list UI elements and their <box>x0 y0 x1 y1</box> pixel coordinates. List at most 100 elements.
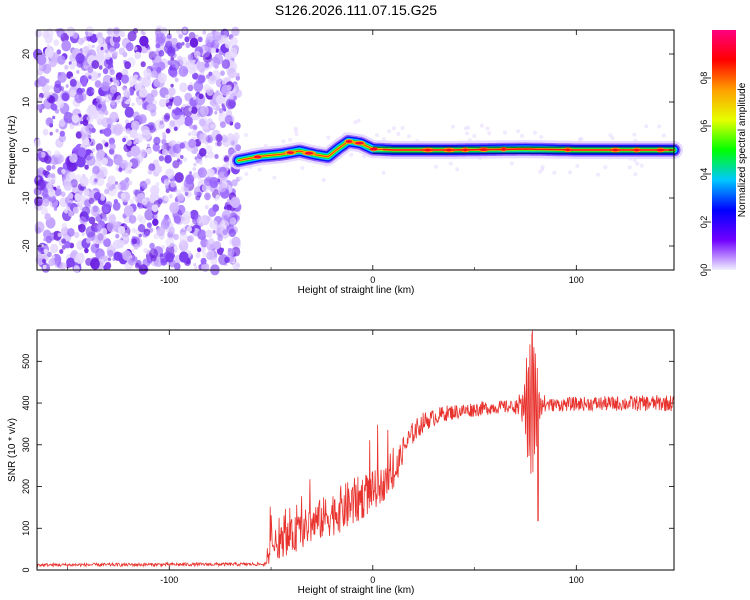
spectrogram-xlabel: Height of straight line (km) <box>298 285 415 296</box>
noise-blob <box>51 255 56 259</box>
noise-blob <box>487 131 492 136</box>
noise-blob <box>152 218 159 226</box>
noise-blob <box>79 117 84 122</box>
noise-blob <box>516 129 521 134</box>
noise-blob <box>533 130 537 135</box>
noise-blob <box>53 206 58 211</box>
noise-blob <box>140 149 147 157</box>
noise-blob <box>132 27 139 34</box>
noise-blob <box>177 193 185 202</box>
noise-blob <box>88 75 92 80</box>
noise-blob <box>595 172 600 177</box>
noise-blob <box>36 54 47 66</box>
noise-blob <box>104 94 112 103</box>
noise-blob <box>178 65 189 77</box>
noise-blob <box>206 87 214 96</box>
noise-blob <box>199 118 206 127</box>
noise-blob <box>227 133 234 140</box>
noise-blob <box>168 226 175 235</box>
noise-blob <box>133 243 139 250</box>
noise-blob <box>187 235 194 243</box>
noise-blob <box>106 27 113 35</box>
noise-blob <box>231 236 241 248</box>
noise-blob <box>219 121 226 128</box>
noise-blob <box>60 191 66 197</box>
noise-blob <box>129 129 138 139</box>
noise-blob <box>138 264 148 275</box>
noise-blob <box>101 157 108 166</box>
noise-blob <box>113 27 120 35</box>
noise-blob <box>244 133 248 137</box>
noise-blob <box>153 233 159 240</box>
noise-blob <box>68 210 74 217</box>
noise-blob <box>196 217 205 226</box>
noise-blob <box>40 247 44 251</box>
noise-blob <box>84 164 89 170</box>
noise-blob <box>214 31 219 36</box>
noise-blob <box>215 228 224 238</box>
noise-blob <box>235 144 242 152</box>
snr-ytick-label: 100 <box>21 521 31 536</box>
noise-blob <box>391 126 396 131</box>
noise-blob <box>212 230 216 234</box>
noise-blob <box>158 155 165 162</box>
noise-blob <box>84 31 89 36</box>
noise-blob <box>213 241 221 250</box>
noise-blob <box>89 33 98 44</box>
noise-blob <box>161 144 167 151</box>
colorbar-tick-label: 0.0 <box>699 264 709 277</box>
noise-blob <box>170 83 174 88</box>
noise-blob <box>154 119 164 130</box>
noise-blob <box>222 229 228 236</box>
noise-blob <box>94 178 98 183</box>
noise-blob <box>113 199 119 204</box>
noise-blob <box>603 165 608 170</box>
noise-blob <box>81 134 87 140</box>
noise-blob <box>169 202 180 214</box>
noise-blob <box>173 95 183 107</box>
colorbar-tick-label: 0.4 <box>699 168 709 181</box>
spectrogram-ytick-label: -20 <box>21 239 31 252</box>
noise-blob <box>91 60 100 69</box>
noise-blob <box>86 44 92 51</box>
snr-ylabel: SNR (10 * v/v) <box>7 418 18 482</box>
snr-ytick-label: 0 <box>21 567 31 572</box>
noise-blob <box>86 88 94 97</box>
noise-blob <box>231 26 240 37</box>
noise-blob <box>509 161 514 166</box>
noise-blob <box>633 172 638 177</box>
noise-blob <box>455 167 460 172</box>
noise-blob <box>192 171 199 179</box>
noise-blob <box>153 79 160 88</box>
noise-blob <box>187 62 198 75</box>
noise-blob <box>199 105 209 117</box>
noise-blob <box>157 198 163 205</box>
noise-blob <box>100 195 106 201</box>
noise-blob <box>103 238 111 248</box>
noise-blob <box>82 119 89 126</box>
noise-blob <box>235 75 241 81</box>
noise-blob <box>205 89 209 93</box>
noise-blob <box>186 226 192 233</box>
noise-blob <box>208 207 217 217</box>
noise-blob <box>80 76 88 85</box>
noise-blob <box>98 256 106 265</box>
noise-blob <box>216 94 225 105</box>
noise-blob <box>232 261 240 271</box>
noise-blob <box>103 265 108 270</box>
noise-blob <box>173 215 182 224</box>
noise-blob <box>87 66 94 74</box>
noise-blob <box>76 70 80 74</box>
noise-blob <box>202 30 207 35</box>
noise-blob <box>50 243 59 254</box>
noise-blob <box>539 135 544 139</box>
noise-blob <box>503 130 507 135</box>
noise-blob <box>173 233 179 241</box>
noise-blob <box>42 169 47 176</box>
noise-blob <box>214 154 219 159</box>
noise-blob <box>191 106 198 114</box>
ridge-hotspot <box>369 147 378 151</box>
noise-blob <box>293 128 298 133</box>
noise-blob <box>74 92 84 104</box>
noise-blob <box>182 157 188 162</box>
